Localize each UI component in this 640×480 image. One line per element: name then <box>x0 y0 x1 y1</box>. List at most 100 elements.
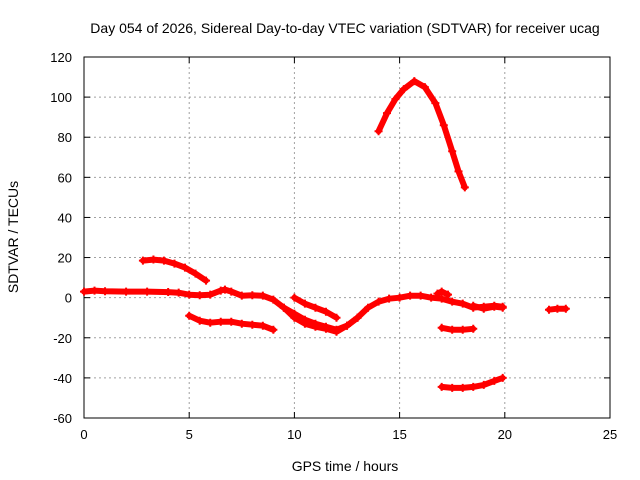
data-point <box>498 303 507 312</box>
data-point <box>227 287 236 296</box>
x-tick-label: 10 <box>287 427 301 442</box>
data-point <box>300 315 309 324</box>
data-point <box>149 255 158 264</box>
data-point <box>391 95 400 104</box>
series-seg-midday-branch <box>279 303 362 334</box>
axis-ticks: 0 5 10 15 20 25 -60 -40 -20 0 20 40 60 80 100 120 <box>50 50 617 442</box>
y-tick-label: -60 <box>53 411 72 426</box>
data-point <box>170 259 179 268</box>
data-point <box>248 320 257 329</box>
data-point <box>159 256 168 265</box>
data-point <box>382 109 391 118</box>
series-seg-late-evening <box>544 304 570 314</box>
data-point <box>395 293 404 302</box>
data-point <box>237 319 246 328</box>
y-tick-label: -20 <box>53 331 72 346</box>
x-tick-label: 15 <box>392 427 406 442</box>
data-point <box>311 319 320 328</box>
data-point <box>174 288 183 297</box>
data-point <box>561 304 570 313</box>
data-point <box>431 99 440 108</box>
data-point <box>332 325 341 334</box>
data-point <box>448 297 457 306</box>
data-point <box>448 325 457 334</box>
x-tick-label: 0 <box>80 427 87 442</box>
data-point <box>420 83 429 92</box>
data-point <box>269 325 278 334</box>
series-seg-lower-mid <box>185 311 278 334</box>
series-line <box>375 78 468 191</box>
plot-frame <box>83 56 611 419</box>
y-tick-label: 0 <box>65 291 72 306</box>
data-point <box>269 295 278 304</box>
data-point <box>439 121 448 130</box>
series-seg-blip-16 <box>433 287 452 299</box>
data-point <box>180 263 189 272</box>
data-point <box>311 303 320 312</box>
data-point <box>448 383 457 392</box>
grid <box>84 57 610 418</box>
data-point <box>202 276 211 285</box>
x-tick-label: 25 <box>603 427 617 442</box>
y-tick-label: 100 <box>50 90 72 105</box>
chart-title: Day 054 of 2026, Sidereal Day-to-day VTE… <box>90 20 599 36</box>
data-point <box>185 290 194 299</box>
data-point <box>191 269 200 278</box>
y-tick-label: 40 <box>58 210 72 225</box>
data-point <box>458 383 467 392</box>
data-point <box>122 287 131 296</box>
data-point <box>458 299 467 308</box>
data-point <box>479 380 488 389</box>
data-point <box>248 291 257 300</box>
data-point <box>321 307 330 316</box>
y-tick-label: 60 <box>58 170 72 185</box>
data-point <box>479 304 488 313</box>
data-point <box>216 317 225 326</box>
data-series <box>80 77 570 392</box>
data-point <box>216 286 225 295</box>
data-point <box>101 287 110 296</box>
series-line <box>438 324 477 333</box>
data-point <box>164 288 173 297</box>
data-point <box>364 303 373 312</box>
data-point <box>410 77 419 86</box>
data-point <box>460 183 469 192</box>
data-point <box>80 287 88 296</box>
data-point <box>143 287 152 296</box>
data-point <box>258 291 267 300</box>
data-point <box>279 303 288 312</box>
data-point <box>374 127 383 136</box>
data-point <box>437 323 446 332</box>
series-seg-evening-rise <box>437 373 507 392</box>
data-point <box>290 309 299 318</box>
data-point <box>300 299 309 308</box>
data-point <box>469 301 478 310</box>
y-tick-label: 120 <box>50 50 72 65</box>
data-point <box>433 289 442 298</box>
data-point <box>90 286 99 295</box>
x-tick-label: 5 <box>186 427 193 442</box>
data-point <box>290 293 299 302</box>
data-point <box>185 311 194 320</box>
data-point <box>448 147 457 156</box>
series-seg-0-10 <box>290 293 341 322</box>
data-point <box>416 291 425 300</box>
data-point <box>490 376 499 385</box>
data-point <box>385 294 394 303</box>
data-point <box>332 313 341 322</box>
data-point <box>343 321 351 330</box>
data-point <box>220 285 229 294</box>
data-point <box>321 322 330 331</box>
data-point <box>406 291 415 300</box>
data-point <box>258 321 267 330</box>
x-axis-label: GPS time / hours <box>292 458 399 474</box>
data-point <box>437 287 446 296</box>
data-point <box>437 294 446 303</box>
data-point <box>206 318 215 327</box>
data-point <box>195 316 204 325</box>
data-point <box>427 293 436 302</box>
series-seg-morning-hump <box>138 255 211 285</box>
y-tick-label: -40 <box>53 371 72 386</box>
data-point <box>399 85 408 94</box>
